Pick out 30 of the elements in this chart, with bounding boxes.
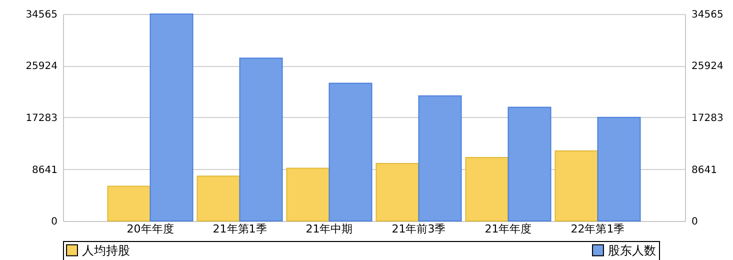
legend-label: 股东人数 — [608, 243, 656, 258]
x-tick-label: 20年年度 — [126, 222, 174, 236]
y2-tick-label: 34565 — [692, 10, 724, 20]
bar — [107, 186, 151, 222]
bar — [508, 106, 552, 222]
y2-tick-label: 25924 — [692, 61, 724, 72]
x-tick-label: 21年年度 — [484, 222, 532, 236]
y2-tick-label: 17283 — [692, 112, 724, 124]
bar — [150, 14, 194, 222]
bar — [376, 163, 420, 222]
y-tick-label: 34565 — [26, 10, 58, 20]
bar — [554, 150, 598, 222]
bar — [196, 176, 240, 222]
bar — [286, 168, 330, 222]
bar — [465, 157, 509, 222]
y-tick-label: 25924 — [26, 61, 58, 72]
y2-tick-label: 0 — [692, 216, 698, 228]
x-tick-label: 21年中期 — [306, 222, 353, 236]
x-tick-label: 21年前3季 — [392, 222, 446, 236]
bar — [597, 116, 641, 222]
y-tick-label: 17283 — [26, 112, 58, 124]
x-tick-label: 21年第1季 — [212, 222, 267, 236]
bar — [418, 95, 462, 222]
bar — [239, 58, 283, 222]
bar — [328, 82, 372, 222]
legend-label: 人均持股 — [82, 243, 130, 258]
y2-tick-label: 8641 — [692, 164, 717, 176]
y-tick-label: 8641 — [32, 164, 58, 176]
x-tick-label: 22年第1季 — [570, 222, 625, 236]
y-tick-label: 0 — [51, 216, 58, 228]
